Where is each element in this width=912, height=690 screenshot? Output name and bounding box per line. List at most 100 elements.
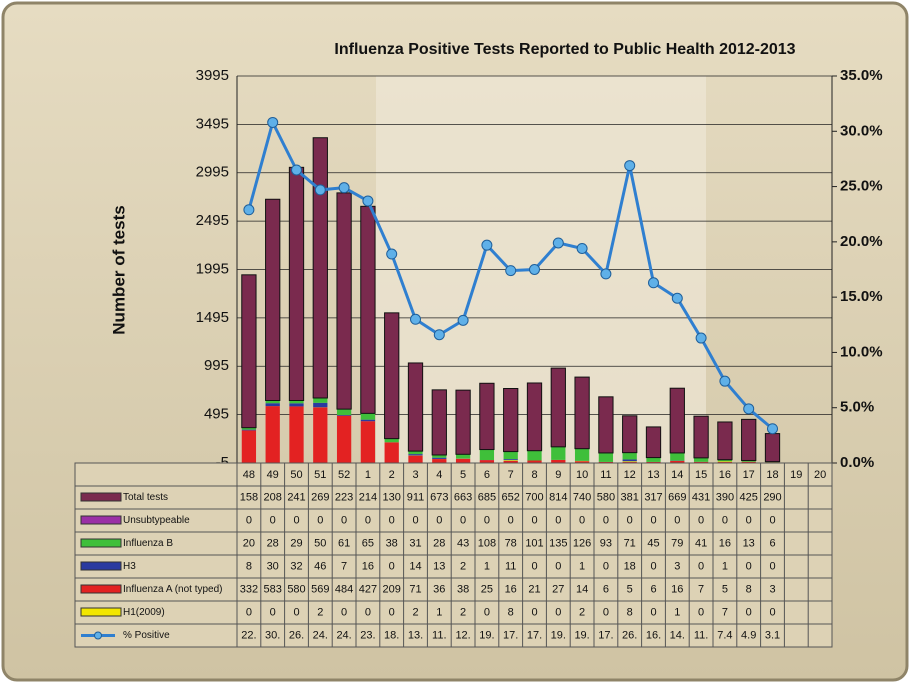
table-cell: 580	[597, 491, 615, 503]
x-tick-label: 10	[576, 469, 588, 481]
x-tick-label: 17	[743, 469, 755, 481]
legend-key	[81, 493, 121, 501]
bar-segment	[694, 462, 708, 463]
table-cell: 12.	[455, 629, 470, 641]
bar-segment	[480, 383, 494, 449]
table-cell: 2	[460, 606, 466, 618]
table-cell: 25	[481, 583, 493, 595]
bar-segment	[361, 206, 375, 413]
bar-segment	[694, 416, 708, 458]
line-point	[339, 183, 349, 193]
table-cell: 0	[436, 514, 442, 526]
bar-segment	[361, 413, 375, 419]
table-cell: 3	[674, 560, 680, 572]
line-point	[411, 314, 421, 324]
table-cell: 290	[763, 491, 781, 503]
table-cell: 0	[460, 514, 466, 526]
table-cell: 16	[362, 560, 374, 572]
table-cell: 669	[668, 491, 686, 503]
bar-segment	[480, 460, 494, 462]
bar-segment	[504, 461, 518, 463]
bar-segment	[408, 456, 422, 463]
legend-key	[81, 585, 121, 593]
table-cell: 0	[769, 606, 775, 618]
table-cell: 130	[383, 491, 401, 503]
bar-segment	[385, 439, 399, 443]
legend-label: H3	[123, 561, 136, 572]
table-cell: 652	[502, 491, 520, 503]
x-tick-label: 48	[243, 469, 255, 481]
table-cell: 580	[287, 583, 305, 595]
bar-segment	[646, 458, 660, 462]
legend-label: H1(2009)	[123, 607, 165, 618]
table-cell: 6	[650, 583, 656, 595]
line-point	[768, 424, 778, 434]
table-cell: 7	[722, 606, 728, 618]
bar-segment	[337, 416, 351, 463]
bar-segment	[313, 138, 327, 398]
table-cell: 8	[746, 583, 752, 595]
table-cell: 3.1	[765, 629, 780, 641]
table-cell: 5	[722, 583, 728, 595]
table-cell: 0	[650, 606, 656, 618]
bar-segment	[670, 453, 684, 461]
table-cell: 17.	[598, 629, 613, 641]
bar-segment	[504, 452, 518, 460]
line-point	[506, 266, 516, 276]
line-point	[530, 265, 540, 275]
table-cell: 0	[293, 606, 299, 618]
table-cell: 2	[412, 606, 418, 618]
bar-segment	[456, 390, 470, 454]
table-cell: 0	[650, 514, 656, 526]
table-cell: 0	[698, 514, 704, 526]
bar-segment	[742, 462, 756, 463]
table-cell: 28	[267, 537, 279, 549]
table-cell: 27	[552, 583, 564, 595]
table-cell: 7.4	[717, 629, 732, 641]
table-cell: 19.	[551, 629, 566, 641]
table-cell: 36	[433, 583, 445, 595]
bar-segment	[266, 199, 280, 400]
line-point	[696, 333, 706, 343]
bar-segment	[313, 403, 327, 407]
legend-key	[81, 562, 121, 570]
table-cell: 663	[454, 491, 472, 503]
table-cell: 30	[267, 560, 279, 572]
bar-segment	[504, 389, 518, 452]
line-point	[434, 330, 444, 340]
bar-segment	[313, 407, 327, 462]
y2-tick-label: 5.0%	[840, 399, 874, 416]
bar-segment	[408, 363, 422, 451]
y-tick-label: 3995	[196, 67, 229, 84]
table-cell: 71	[624, 537, 636, 549]
table-cell: 685	[478, 491, 496, 503]
bar-segment	[646, 462, 660, 463]
table-cell: 911	[407, 491, 425, 503]
line-point	[744, 404, 754, 414]
table-cell: 2	[460, 560, 466, 572]
x-tick-label: 18	[766, 469, 778, 481]
bar-segment	[456, 459, 470, 463]
bar-segment	[527, 460, 541, 462]
bar-segment	[480, 450, 494, 460]
bar-segment	[361, 420, 375, 422]
table-cell: 0	[698, 560, 704, 572]
table-cell: 427	[359, 583, 377, 595]
bar-segment	[551, 368, 565, 447]
table-cell: 317	[644, 491, 662, 503]
bar-segment	[289, 406, 303, 462]
y2-tick-label: 25.0%	[840, 178, 883, 195]
table-cell: 0	[270, 514, 276, 526]
x-tick-label: 6	[484, 469, 490, 481]
y-tick-label: 3495	[196, 115, 229, 132]
bar-segment	[599, 462, 613, 463]
table-cell: 0	[555, 560, 561, 572]
bar-segment	[361, 421, 375, 462]
y2-tick-label: 35.0%	[840, 67, 883, 84]
table-cell: 0	[246, 606, 252, 618]
table-cell: 390	[716, 491, 734, 503]
table-cell: 0	[389, 514, 395, 526]
bar-segment	[527, 383, 541, 451]
table-cell: 3	[769, 583, 775, 595]
